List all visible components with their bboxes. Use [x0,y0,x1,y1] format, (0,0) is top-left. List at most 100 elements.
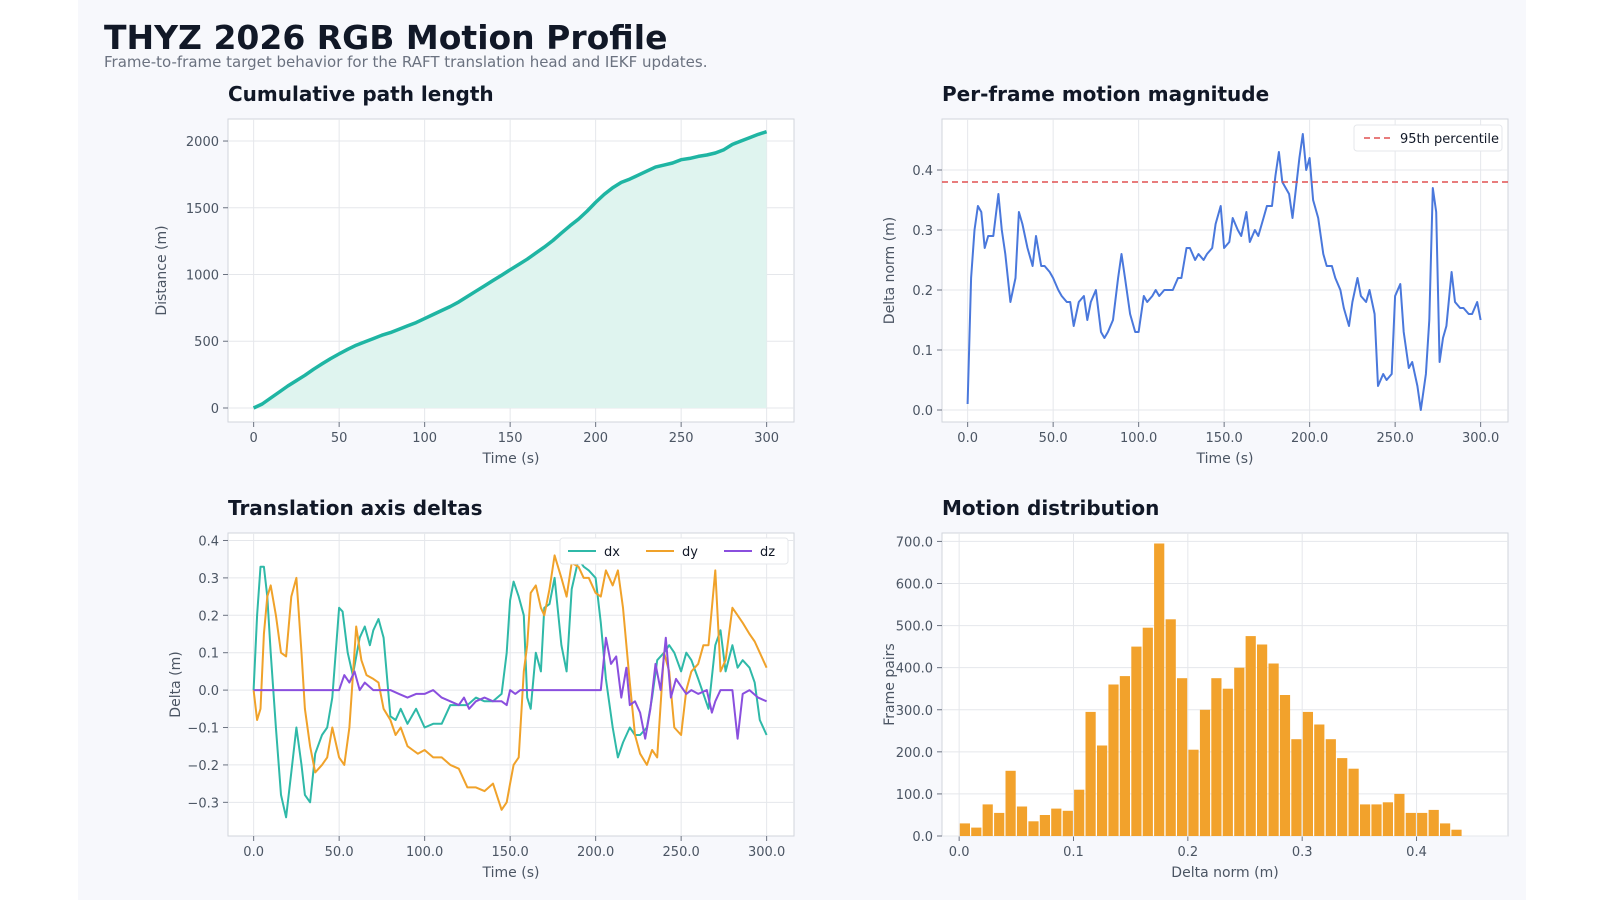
hist-y-tick-label: 100.0 [896,788,933,803]
hist-bar [1337,758,1348,836]
axes-series-line-dx [252,558,768,819]
hist-bar [982,804,993,836]
hist-bar [1028,821,1039,836]
hist-y-tick-label: 700.0 [896,535,933,550]
magnitude-series-line [966,133,1482,411]
path-x-tick-label: 250 [669,431,694,446]
magnitude-legend-label: 95th percentile [1400,132,1499,147]
hist-bar [1085,711,1096,836]
axes-x-tick-label: 150.0 [492,845,529,860]
magnitude-x-axis-label: Time (s) [1196,451,1254,467]
hist-bar [1222,688,1233,836]
axes-title: Translation axis deltas [228,496,482,520]
hist-bar [1005,770,1016,836]
axes-series-line-dz [253,636,767,740]
hist-x-tick-label: 0.2 [1177,845,1198,860]
magnitude-x-tick-label: 250.0 [1377,431,1414,446]
hist-x-tick-label: 0.1 [1063,845,1084,860]
magnitude-x-tick-label: 150.0 [1206,431,1243,446]
hist-bar [1348,768,1359,836]
path-title: Cumulative path length [228,82,494,106]
hist-bar [1154,543,1165,836]
path-series-line [252,130,768,410]
magnitude-x-tick-label: 50.0 [1039,431,1068,446]
hist-bar [1302,711,1313,836]
axes-x-tick-label: 300.0 [748,845,785,860]
hist-bar [1382,802,1393,836]
hist-bar [994,812,1005,836]
path-x-tick-label: 150 [498,431,523,446]
magnitude-y-tick-label: 0.4 [912,164,933,179]
magnitude-title: Per-frame motion magnitude [942,82,1269,106]
hist-bar [1257,644,1268,836]
axes-series-line-dy [252,554,768,811]
magnitude-y-tick-label: 0.2 [912,284,933,299]
path-x-tick-label: 300 [754,431,779,446]
hist-y-tick-label: 600.0 [896,578,933,593]
path-y-axis-label: Distance (m) [154,225,170,315]
hist-bar [1177,678,1188,836]
hist-bar [1108,684,1119,836]
magnitude-x-tick-label: 0.0 [957,431,978,446]
hist-bar [1440,823,1451,836]
hist-bar [1039,815,1050,836]
hist-bar [1051,808,1062,836]
hist-bar [959,823,970,836]
axes-y-tick-label: −0.3 [187,796,219,811]
path-y-tick-label: 1500 [186,202,219,217]
hist-y-axis-label: Frame pairs [882,643,898,725]
hist-bar [1211,678,1222,836]
hist-bar [1268,663,1279,836]
hist-bar [1417,812,1428,836]
axes-y-axis-label: Delta (m) [168,651,184,717]
hist-bar [1360,804,1371,836]
path-y-tick-label: 2000 [186,135,219,150]
hist-bar [971,827,982,836]
axes-x-axis-label: Time (s) [482,865,540,881]
path-x-tick-label: 200 [583,431,608,446]
hist-bar [1062,810,1073,837]
hist-bar [1451,829,1462,836]
axes-legend-label-dx: dx [604,545,620,560]
hist-bar [1131,646,1142,836]
axes-y-tick-label: 0.1 [198,647,219,662]
magnitude-x-tick-label: 100.0 [1120,431,1157,446]
hist-bar [1165,619,1176,836]
axes-y-tick-label: 0.0 [198,684,219,699]
magnitude-x-tick-label: 300.0 [1462,431,1499,446]
axes-legend-label-dy: dy [682,545,698,560]
hist-bar [1097,745,1108,836]
magnitude-y-axis-label: Delta norm (m) [882,217,898,324]
path-y-tick-label: 0 [211,402,219,417]
hist-bar [1074,789,1085,836]
magnitude-x-tick-label: 200.0 [1291,431,1328,446]
page-subtitle: Frame-to-frame target behavior for the R… [104,53,708,71]
magnitude-plot-area [941,118,1509,423]
axes-x-tick-label: 200.0 [577,845,614,860]
axes-plot-area [227,532,795,837]
hist-y-tick-label: 200.0 [896,746,933,761]
hist-bar [1405,812,1416,836]
path-y-tick-label: 500 [194,335,219,350]
hist-bar [1279,695,1291,836]
hist-bar [1016,806,1028,836]
axes-y-tick-label: −0.2 [187,759,219,774]
hist-x-axis-label: Delta norm (m) [1171,865,1278,881]
magnitude-y-tick-label: 0.1 [912,344,933,359]
hist-y-tick-label: 0.0 [912,830,933,845]
hist-bar [1119,676,1130,836]
hist-bar [1325,739,1336,836]
hist-y-tick-label: 300.0 [896,704,933,719]
hist-bar [1291,739,1302,836]
axes-x-tick-label: 100.0 [406,845,443,860]
hist-x-tick-label: 0.0 [949,845,970,860]
hist-bar [1188,749,1199,836]
magnitude-y-tick-label: 0.0 [912,404,933,419]
hist-y-tick-label: 400.0 [896,662,933,677]
hist-bar [1199,709,1211,837]
hist-bar [1314,724,1325,836]
hist-bar [1245,636,1256,836]
axes-y-tick-label: 0.2 [198,609,219,624]
hist-y-tick-label: 500.0 [896,620,933,635]
